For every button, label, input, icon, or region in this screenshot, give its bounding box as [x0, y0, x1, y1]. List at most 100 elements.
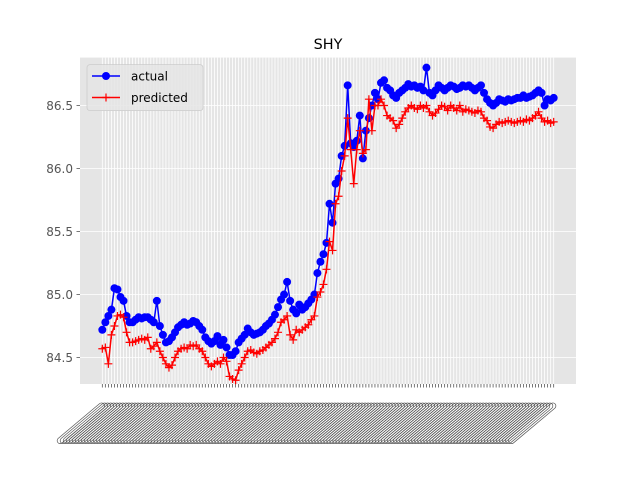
x-tick-label	[508, 402, 557, 444]
data-point-predicted	[340, 151, 349, 160]
data-point-predicted	[395, 120, 404, 129]
data-point-actual	[107, 305, 116, 314]
data-point-predicted	[476, 107, 485, 116]
data-point-actual	[286, 296, 295, 305]
data-point-predicted	[443, 106, 452, 115]
data-point-actual	[155, 322, 164, 331]
data-point-actual	[222, 343, 231, 352]
y-tick-label: 85.0	[46, 288, 73, 302]
data-point-predicted	[107, 330, 116, 339]
data-point-predicted	[322, 265, 331, 274]
y-ticks: 84.5 85.0 85.5 86.0 86.5	[46, 99, 80, 365]
data-point-predicted	[325, 237, 334, 246]
y-tick-label: 86.0	[46, 162, 73, 176]
data-point-actual	[370, 88, 379, 97]
data-point-actual	[219, 335, 228, 344]
data-point-predicted	[328, 246, 337, 255]
data-point-predicted	[343, 114, 352, 123]
legend-marker-predicted	[102, 93, 110, 102]
data-point-predicted	[534, 107, 543, 116]
data-point-predicted	[310, 311, 319, 320]
data-point-actual	[280, 290, 289, 299]
data-point-predicted	[483, 116, 492, 125]
data-point-actual	[101, 318, 110, 327]
data-point-actual	[198, 325, 207, 334]
data-point-actual	[328, 218, 337, 227]
data-point-actual	[316, 257, 325, 266]
y-tick-label: 86.5	[46, 99, 73, 113]
data-point-predicted	[201, 353, 210, 362]
data-point-actual	[122, 311, 131, 320]
data-point-predicted	[361, 145, 370, 154]
data-point-predicted	[152, 338, 161, 347]
data-point-predicted	[167, 361, 176, 370]
data-point-predicted	[389, 116, 398, 125]
x-tick-label	[505, 402, 554, 444]
data-point-actual	[358, 154, 367, 163]
data-point-actual	[152, 296, 161, 305]
legend: actual predicted	[86, 64, 204, 111]
data-point-actual	[549, 93, 558, 102]
y-tick-label: 85.5	[46, 225, 73, 239]
data-point-predicted	[355, 126, 364, 135]
data-point-predicted	[367, 126, 376, 135]
data-point-predicted	[331, 199, 340, 208]
data-point-predicted	[198, 347, 207, 356]
data-point-actual	[231, 347, 240, 356]
data-point-predicted	[398, 114, 407, 123]
data-point-predicted	[304, 320, 313, 329]
data-point-predicted	[349, 179, 358, 188]
data-point-actual	[340, 141, 349, 150]
data-point-predicted	[455, 101, 464, 110]
data-point-actual	[283, 277, 292, 286]
data-point-actual	[270, 310, 279, 319]
data-point-predicted	[283, 311, 292, 320]
data-point-predicted	[110, 322, 119, 331]
x-ticks	[56, 384, 557, 444]
data-point-predicted	[216, 359, 225, 368]
data-point-actual	[319, 250, 328, 259]
data-point-predicted	[452, 106, 461, 115]
data-point-actual	[476, 81, 485, 90]
data-point-predicted	[352, 145, 361, 154]
data-point-predicted	[240, 353, 249, 362]
data-point-predicted	[364, 95, 373, 104]
data-point-actual	[113, 285, 122, 294]
data-point-predicted	[337, 167, 346, 176]
data-point-actual	[158, 330, 167, 339]
data-point-predicted	[422, 101, 431, 110]
data-point-predicted	[171, 353, 180, 362]
legend-label-actual: actual	[131, 70, 168, 84]
data-point-predicted	[155, 347, 164, 356]
data-point-predicted	[231, 376, 240, 385]
data-point-predicted	[222, 357, 231, 366]
data-point-predicted	[289, 335, 298, 344]
data-point-predicted	[274, 328, 283, 337]
data-point-predicted	[334, 192, 343, 201]
data-point-actual	[104, 311, 113, 320]
data-point-actual	[292, 309, 301, 318]
data-point-actual	[537, 88, 546, 97]
data-point-actual	[380, 76, 389, 85]
chart-title: SHY	[314, 37, 343, 53]
data-point-predicted	[237, 359, 246, 368]
data-point-predicted	[104, 359, 113, 368]
data-point-actual	[98, 325, 107, 334]
data-point-predicted	[313, 293, 322, 302]
data-point-predicted	[101, 343, 110, 352]
data-point-actual	[213, 332, 222, 341]
data-point-actual	[355, 111, 364, 120]
data-point-actual	[419, 86, 428, 95]
data-point-actual	[274, 303, 283, 312]
legend-entry-predicted: predicted	[92, 91, 188, 105]
data-point-predicted	[380, 101, 389, 110]
series-layer	[98, 63, 558, 385]
data-point-actual	[352, 136, 361, 145]
x-tick-label	[502, 402, 551, 444]
data-point-predicted	[234, 366, 243, 375]
data-point-predicted	[119, 313, 128, 322]
data-point-predicted	[122, 328, 131, 337]
data-point-actual	[325, 199, 334, 208]
legend-entry-actual: actual	[92, 70, 168, 84]
